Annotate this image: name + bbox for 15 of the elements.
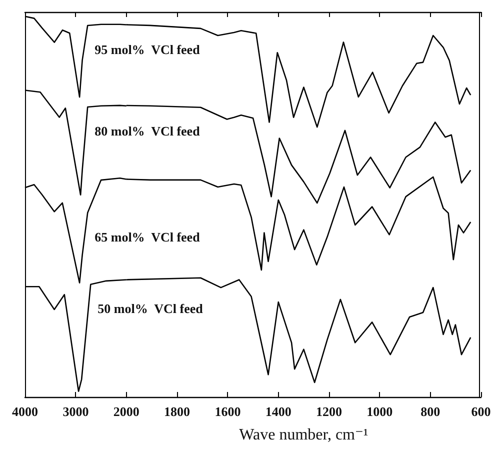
x-tick-label: 3000 (62, 404, 89, 419)
x-axis-title: Wave number, cm⁻¹ (239, 426, 368, 444)
x-tick-label: 2000 (113, 404, 140, 419)
x-tick-label: 4000 (12, 404, 38, 419)
x-tick-label: 1800 (164, 404, 190, 419)
series-label: 95 mol% VCl feed (94, 42, 201, 58)
x-tick-label: 800 (420, 404, 440, 419)
x-tick-label: 1000 (366, 404, 393, 419)
x-tick-label: 1200 (316, 404, 342, 419)
x-tick-label: 600 (471, 404, 491, 419)
series-label: 50 mol% VCl feed (98, 300, 204, 316)
x-tick-label: 1600 (214, 404, 241, 419)
x-tick-label: 1400 (265, 404, 292, 419)
series-label: 80 mol% VCl feed (94, 123, 201, 138)
series-label: 65 mol% VCl feed (94, 229, 201, 244)
